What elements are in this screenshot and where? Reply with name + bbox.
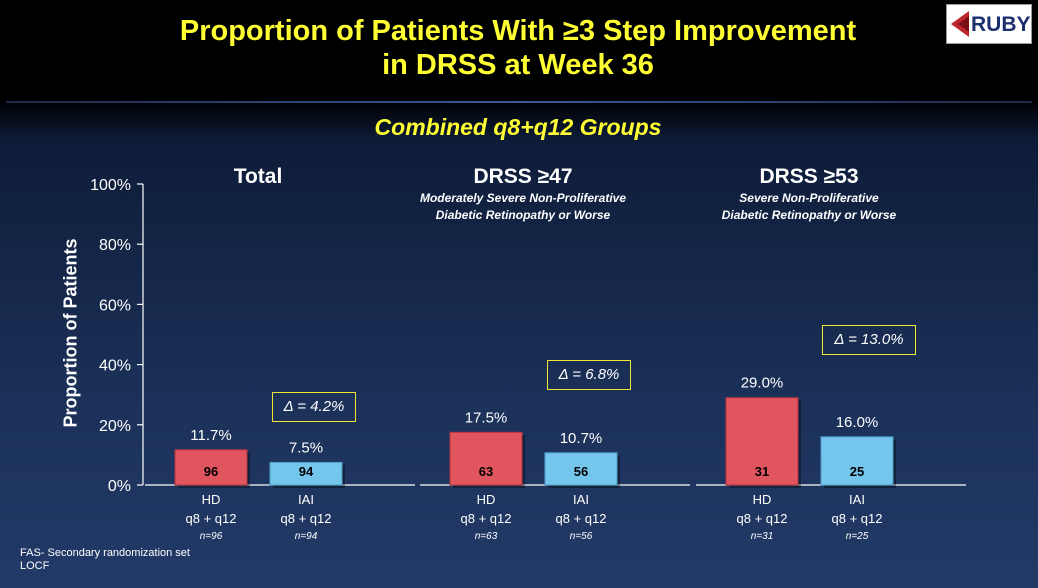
footnote-line-1: FAS- Secondary randomization set — [20, 547, 190, 559]
footnote: FAS- Secondary randomization set LOCF — [20, 547, 190, 573]
x-dose-label-1-1: q8 + q12 — [556, 511, 607, 526]
bar-value-label-0-1: 7.5% — [289, 439, 323, 456]
bar-1-1 — [544, 452, 618, 486]
x-n-label-2-0: n=31 — [751, 531, 774, 542]
footnote-line-2: LOCF — [20, 560, 50, 572]
delta-box-total: Δ = 4.2% — [272, 392, 356, 422]
x-arm-label-2-1: IAI — [849, 492, 865, 507]
x-dose-label-2-0: q8 + q12 — [737, 511, 788, 526]
y-tick-label-40: 40% — [99, 358, 131, 375]
group-title-total: Total — [233, 165, 283, 188]
x-arm-label-0-0: HD — [202, 492, 221, 507]
bar-0-0 — [174, 449, 248, 486]
x-arm-label-2-0: HD — [753, 492, 772, 507]
x-n-label-2-1: n=25 — [846, 531, 869, 542]
title-line-2: in DRSS at Week 36 — [382, 49, 654, 81]
bar-value-label-0-0: 11.7% — [190, 427, 231, 444]
chart-subtitle: Combined q8+q12 Groups — [374, 114, 662, 140]
bar-count-label-2-0: 31 — [755, 464, 769, 479]
bar-value-label-1-0: 17.5% — [465, 409, 508, 426]
bar-2-1 — [820, 436, 894, 486]
group-subtitle-drss53: Severe Non-Proliferative Diabetic Retino… — [684, 190, 934, 224]
logo-text: RUBY — [971, 13, 1031, 36]
bar-count-label-0-1: 94 — [299, 464, 314, 479]
group-title-drss53: DRSS ≥53 — [759, 165, 859, 188]
x-arm-label-1-1: IAI — [573, 492, 589, 507]
title-line-1: Proportion of Patients With ≥3 Step Impr… — [179, 15, 857, 47]
x-dose-label-0-1: q8 + q12 — [281, 511, 332, 526]
y-tick-label-60: 60% — [99, 297, 131, 314]
group-title-drss47: DRSS ≥47 — [473, 165, 573, 188]
group-subtitle-drss47-line2: Diabetic Retinopathy or Worse — [435, 208, 611, 222]
title-divider — [6, 101, 1032, 103]
x-n-label-0-1: n=94 — [295, 531, 318, 542]
bar-value-label-2-1: 16.0% — [836, 414, 879, 431]
slide-title: Proportion of Patients With ≥3 Step Impr… — [0, 14, 1036, 82]
bar-value-label-1-1: 10.7% — [560, 430, 603, 447]
delta-box-drss53: Δ = 13.0% — [822, 325, 916, 355]
group-subtitle-drss47: Moderately Severe Non-Proliferative Diab… — [398, 190, 648, 224]
group-subtitle-drss53-line1: Severe Non-Proliferative — [739, 191, 879, 205]
delta-box-drss47: Δ = 6.8% — [547, 360, 631, 390]
x-dose-label-0-0: q8 + q12 — [186, 511, 237, 526]
x-dose-label-2-1: q8 + q12 — [832, 511, 883, 526]
group-subtitle-drss47-line1: Moderately Severe Non-Proliferative — [419, 191, 627, 205]
y-tick-label-80: 80% — [99, 237, 131, 254]
group-subtitle-drss53-line2: Diabetic Retinopathy or Worse — [721, 208, 897, 222]
bar-count-label-1-1: 56 — [574, 464, 588, 479]
ruby-logo: RUBY — [946, 4, 1032, 44]
bar-count-label-1-0: 63 — [479, 464, 493, 479]
logo-mark-inner-icon — [958, 16, 969, 32]
bar-count-label-0-0: 96 — [204, 464, 218, 479]
y-tick-label-100: 100% — [90, 177, 131, 194]
x-n-label-1-1: n=56 — [570, 531, 593, 542]
x-n-label-0-0: n=96 — [200, 531, 223, 542]
x-arm-label-0-1: IAI — [298, 492, 314, 507]
x-n-label-1-0: n=63 — [475, 531, 498, 542]
bar-count-label-2-1: 25 — [850, 464, 864, 479]
x-arm-label-1-0: HD — [477, 492, 496, 507]
y-tick-label-0: 0% — [108, 478, 131, 495]
bar-0-1 — [269, 461, 343, 486]
x-dose-label-1-0: q8 + q12 — [461, 511, 512, 526]
bar-value-label-2-0: 29.0% — [741, 375, 784, 392]
y-tick-label-20: 20% — [99, 418, 131, 435]
bar-2-0 — [725, 397, 799, 486]
bar-1-0 — [449, 431, 523, 486]
